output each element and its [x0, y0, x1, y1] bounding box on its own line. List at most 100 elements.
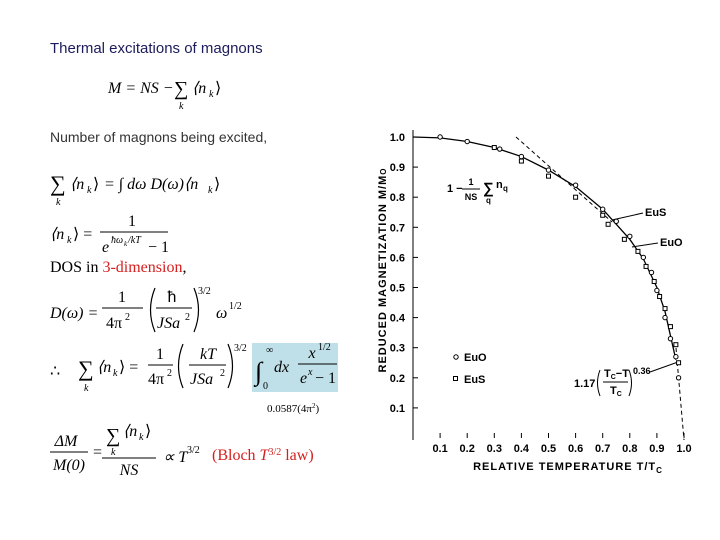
eq-text: = ∫ dω D(ω)⟨n	[104, 176, 198, 194]
numerator: kT	[200, 346, 217, 363]
euo-point	[667, 335, 674, 342]
eq-text: ⟨n	[70, 176, 84, 193]
x-tick-label: 0.7	[595, 443, 610, 455]
euo-point	[464, 138, 470, 145]
eq-text: ⟩	[214, 176, 220, 193]
sub: k	[139, 432, 144, 443]
text: REDUCED MAGNETIZATION M/M	[377, 175, 389, 373]
eq-text: ∝ T	[163, 449, 188, 466]
eq-text: ⟨n	[50, 226, 64, 243]
eus-point	[518, 158, 524, 164]
x-axis-label: RELATIVE TEMPERATURE T/TC	[473, 461, 663, 475]
x-tick-label: 1.0	[676, 443, 691, 455]
eus-point	[491, 145, 497, 151]
eq4: D(ω) = 1 4π 2 ħ JSa 2 3/2 ω 1/2	[49, 286, 242, 333]
sub: k	[87, 185, 92, 196]
highlight-box	[252, 343, 338, 392]
sup: ħω	[111, 235, 123, 246]
euo-point	[613, 218, 619, 224]
euo-point	[572, 182, 579, 188]
eus-point	[546, 173, 551, 179]
y-tick-label: 0.6	[390, 252, 405, 264]
euo-point	[654, 287, 660, 294]
legend-marker	[453, 354, 459, 360]
paren	[177, 343, 184, 389]
sup: 3/2	[234, 343, 247, 354]
paren	[628, 369, 632, 397]
eq-text: e	[300, 370, 307, 387]
therefore: ∴	[50, 363, 60, 380]
sub: k	[111, 447, 116, 458]
x-tick-label: 0.1	[432, 443, 447, 455]
sub: k	[124, 240, 128, 248]
text: DOS in	[50, 259, 102, 276]
numerator: 1	[118, 289, 126, 306]
text: TC	[610, 385, 622, 398]
legend-label: EuO	[464, 352, 487, 364]
paren	[149, 287, 156, 333]
sup: 3/2	[187, 445, 200, 456]
text: n	[496, 179, 503, 191]
eq-text: 4π	[148, 371, 164, 388]
y-axis-label: REDUCED MAGNETIZATION M/MO	[377, 168, 389, 373]
text: (Bloch	[212, 447, 260, 464]
figure: REDUCED MAGNETIZATION M/MO RELATIVE TEMP…	[377, 130, 692, 475]
eq-text: 4π	[106, 315, 122, 332]
euo-point	[518, 153, 525, 160]
y-tick-label: 0.7	[390, 222, 405, 234]
paren	[227, 343, 234, 389]
sub: k	[209, 89, 214, 100]
x-tick-label: 0.2	[460, 443, 475, 455]
eq-text: JSa	[157, 315, 180, 332]
y-tick-label: 0.2	[390, 373, 405, 385]
x-tick-label: 0.5	[541, 443, 556, 455]
sub: k	[67, 235, 72, 246]
x-tick-label: 0.9	[649, 443, 664, 455]
eq5-note: 0.0587(4π2)	[267, 402, 319, 415]
sup: x	[307, 367, 313, 378]
y-tick-label: 0.9	[390, 162, 405, 174]
y-tick-label: 0.5	[390, 283, 405, 295]
sum: ∑	[78, 356, 94, 381]
euo-point	[675, 375, 682, 381]
sup: 3/2	[268, 447, 281, 458]
title: Thermal excitations of magnons	[50, 40, 263, 57]
eq-text: ⟩ =	[119, 359, 138, 376]
euo-point	[648, 269, 655, 276]
eq-text: ⟩	[93, 176, 99, 193]
eus-point	[605, 221, 611, 227]
sup: 1/2	[229, 301, 242, 312]
euo-point	[437, 134, 443, 140]
eus-point	[643, 263, 649, 269]
sup: /kT	[127, 235, 142, 246]
paren	[193, 287, 200, 333]
numerator: x	[307, 345, 315, 362]
numerator: 1	[128, 213, 136, 230]
text: NS	[465, 192, 478, 202]
power-law-formula: 1.17 TC−T TC 0.36	[574, 361, 679, 398]
text: q	[503, 184, 508, 193]
sub: C	[656, 466, 663, 475]
intro: Number of magnons being excited,	[50, 129, 267, 145]
sup: 2	[185, 312, 190, 323]
sub: C	[617, 391, 622, 398]
y-tick-label: 0.4	[390, 313, 406, 325]
sub: C	[611, 374, 616, 381]
sup: ∞	[266, 345, 273, 356]
euo-point	[600, 206, 606, 212]
text: T	[260, 447, 270, 464]
sup: 2	[167, 368, 172, 379]
eq-text: − 1	[148, 239, 169, 256]
x-tick-label: 0.6	[568, 443, 583, 455]
annotation: EuO	[660, 237, 683, 249]
sub: k	[113, 368, 118, 379]
eq-text: − 1	[315, 370, 336, 387]
eus-point	[673, 342, 679, 348]
eq5: ∴ ∑ k ⟨n k ⟩ = 1 4π 2 kT JSa 2 3/2 ∫ 0 ∞…	[50, 342, 338, 394]
eq-text: ⟩	[215, 80, 221, 97]
eq-text: ω	[216, 305, 227, 322]
paren	[597, 369, 601, 397]
euo-point	[662, 314, 668, 321]
euo-point	[640, 254, 647, 261]
